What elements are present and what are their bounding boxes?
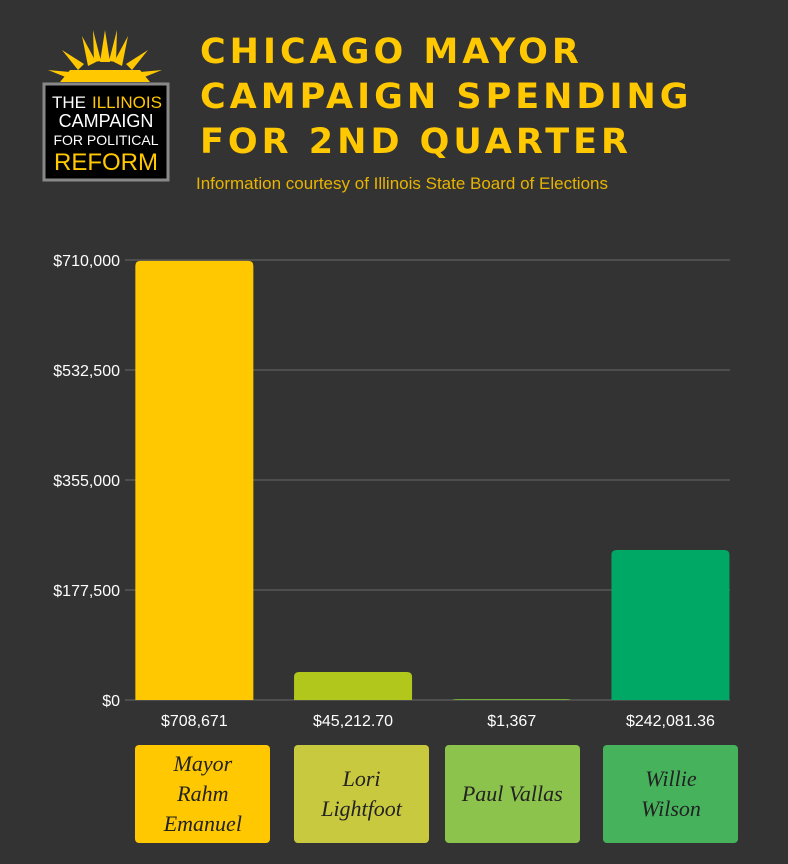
logo-text: THE [52, 93, 86, 112]
chart-title: FOR 2ND QUARTER [200, 122, 632, 162]
logo-text: REFORM [54, 149, 158, 176]
logo-text: ILLINOIS [92, 93, 162, 112]
chart-title: CAMPAIGN SPENDING [200, 77, 693, 117]
value-label: $708,671 [161, 713, 228, 730]
y-tick-label: $0 [102, 693, 120, 710]
logo-sun [48, 30, 162, 82]
category-box: Willie Wilson [603, 745, 739, 843]
subtitle: Information courtesy of Illinois State B… [196, 174, 608, 193]
bar [135, 260, 254, 700]
category-box: Mayor Rahm Emanuel [135, 745, 271, 843]
y-tick-label: $177,500 [53, 583, 120, 600]
value-label: $242,081.36 [626, 713, 715, 730]
logo-text: CAMPAIGN [59, 111, 154, 131]
y-tick-label: $355,000 [53, 473, 120, 490]
bar [452, 699, 571, 700]
x-tick-label: Lori Lightfoot [321, 766, 402, 821]
y-tick-label: $532,500 [53, 363, 120, 380]
logo-box [42, 82, 170, 182]
x-tick-label: Willie Wilson [640, 766, 701, 821]
category-box: Paul Vallas [444, 745, 580, 843]
value-label: $45,212.70 [313, 713, 393, 730]
x-tick-label: Mayor Rahm Emanuel [163, 751, 242, 836]
x-tick-label: Paul Vallas [461, 781, 563, 806]
chart-title: CHICAGO MAYOR [200, 32, 583, 72]
category-box: Lori Lightfoot [294, 745, 430, 843]
y-tick-label: $710,000 [53, 253, 120, 270]
value-label: $1,367 [487, 713, 536, 730]
logo-text: FOR POLITICAL [53, 132, 158, 148]
bar [611, 549, 730, 700]
bar [294, 671, 413, 700]
